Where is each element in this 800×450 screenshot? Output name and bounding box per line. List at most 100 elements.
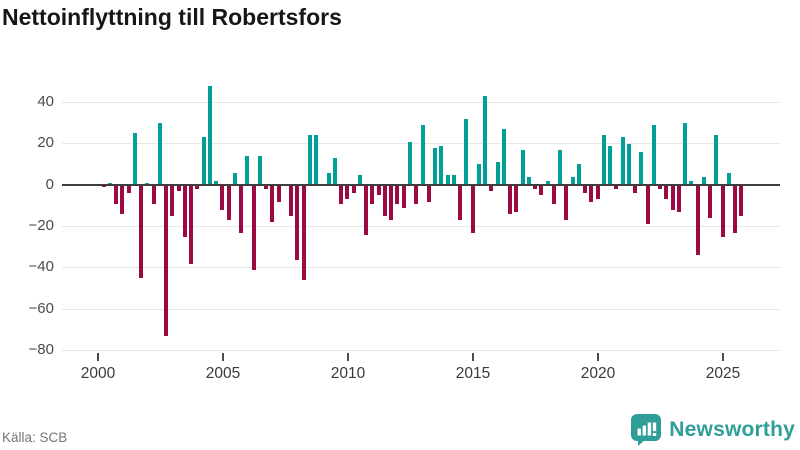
y-axis-label: 40 — [37, 93, 54, 110]
x-axis-tick — [722, 353, 724, 361]
x-axis-label: 2015 — [455, 365, 491, 382]
bar — [508, 185, 512, 214]
bar — [402, 185, 406, 208]
bar — [314, 135, 318, 185]
bar — [120, 185, 124, 214]
bar — [339, 185, 343, 204]
bar — [652, 125, 656, 185]
x-axis-label: 2020 — [580, 365, 616, 382]
bar — [158, 123, 162, 185]
newsworthy-logo-icon — [630, 413, 662, 447]
x-axis-tick — [347, 353, 349, 361]
bar — [102, 185, 106, 187]
bar — [496, 162, 500, 185]
bar — [133, 133, 137, 185]
bar — [614, 185, 618, 189]
bar — [389, 185, 393, 220]
gridline — [62, 102, 780, 103]
bar — [433, 148, 437, 185]
x-axis-label: 2010 — [330, 365, 366, 382]
gridline — [62, 226, 780, 227]
bar — [202, 137, 206, 185]
bar — [683, 123, 687, 185]
bar — [564, 185, 568, 220]
bar — [358, 175, 362, 185]
bar — [633, 185, 637, 193]
bar — [458, 185, 462, 220]
source-note: Källa: SCB — [2, 430, 68, 445]
bar — [258, 156, 262, 185]
bar — [571, 177, 575, 185]
bar — [308, 135, 312, 185]
bar — [370, 185, 374, 204]
bar — [689, 181, 693, 185]
bar — [589, 185, 593, 202]
bar — [152, 185, 156, 204]
bar — [302, 185, 306, 280]
bar — [627, 144, 631, 185]
bar — [277, 185, 281, 202]
bar — [539, 185, 543, 195]
bar — [639, 152, 643, 185]
bar — [408, 142, 412, 185]
bar — [577, 164, 581, 185]
bar — [208, 86, 212, 185]
bar — [377, 185, 381, 195]
zero-line — [62, 184, 780, 186]
bar — [446, 175, 450, 185]
y-axis-label: −60 — [28, 300, 54, 317]
bar — [327, 173, 331, 185]
bar — [439, 146, 443, 185]
bar — [546, 181, 550, 185]
bar — [239, 185, 243, 233]
bar — [127, 185, 131, 193]
bar — [596, 185, 600, 199]
x-axis-tick — [597, 353, 599, 361]
bar — [602, 135, 606, 185]
bar — [471, 185, 475, 233]
bar — [521, 150, 525, 185]
bar — [721, 185, 725, 237]
y-axis-label: 20 — [37, 134, 54, 151]
bar — [177, 185, 181, 191]
bar — [621, 137, 625, 185]
x-axis-label: 2025 — [705, 365, 741, 382]
bar — [714, 135, 718, 185]
y-axis-label: −20 — [28, 217, 54, 234]
x-axis-label: 2005 — [205, 365, 241, 382]
bar — [558, 150, 562, 185]
bar — [189, 185, 193, 264]
bar — [114, 185, 118, 204]
bar — [245, 156, 249, 185]
newsworthy-logo[interactable]: Newsworthy — [630, 413, 795, 447]
x-axis-label: 2000 — [80, 365, 116, 382]
bar — [289, 185, 293, 216]
bar — [489, 185, 493, 191]
bar — [708, 185, 712, 218]
x-axis-tick — [472, 353, 474, 361]
bar — [345, 185, 349, 199]
bar — [702, 177, 706, 185]
bar — [427, 185, 431, 202]
bar — [170, 185, 174, 216]
bar — [395, 185, 399, 204]
bar — [270, 185, 274, 222]
x-axis-tick — [222, 353, 224, 361]
bar — [383, 185, 387, 216]
bar — [533, 185, 537, 189]
newsworthy-logo-text: Newsworthy — [669, 418, 795, 441]
bar — [164, 185, 168, 336]
x-axis-tick — [97, 353, 99, 361]
y-axis-label: −40 — [28, 258, 54, 275]
bar — [227, 185, 231, 220]
gridline — [62, 267, 780, 268]
bar — [264, 185, 268, 189]
bar — [664, 185, 668, 199]
bar — [658, 185, 662, 189]
bar — [252, 185, 256, 270]
bar — [214, 181, 218, 185]
y-axis-label: 0 — [45, 176, 54, 193]
bar — [677, 185, 681, 212]
